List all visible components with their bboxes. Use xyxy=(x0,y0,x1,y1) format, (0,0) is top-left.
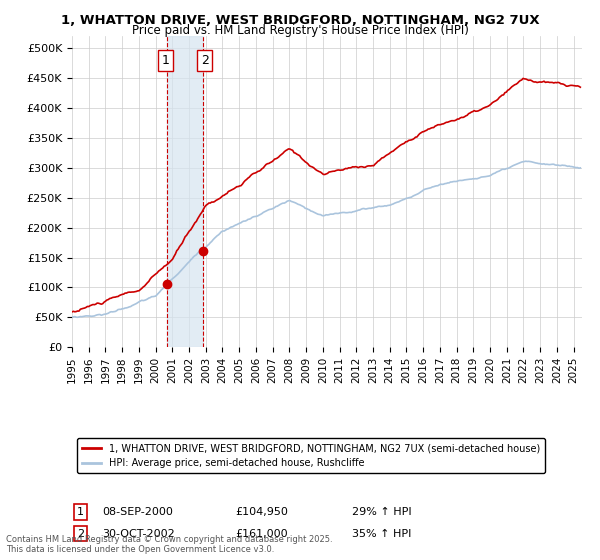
Text: 30-OCT-2002: 30-OCT-2002 xyxy=(103,529,175,539)
Text: Price paid vs. HM Land Registry's House Price Index (HPI): Price paid vs. HM Land Registry's House … xyxy=(131,24,469,36)
Text: 2: 2 xyxy=(77,529,84,539)
Text: 1, WHATTON DRIVE, WEST BRIDGFORD, NOTTINGHAM, NG2 7UX: 1, WHATTON DRIVE, WEST BRIDGFORD, NOTTIN… xyxy=(61,14,539,27)
Text: Contains HM Land Registry data © Crown copyright and database right 2025.
This d: Contains HM Land Registry data © Crown c… xyxy=(6,535,332,554)
Text: £104,950: £104,950 xyxy=(235,507,288,517)
Text: 1: 1 xyxy=(161,54,169,67)
Text: 29% ↑ HPI: 29% ↑ HPI xyxy=(353,507,412,517)
Text: 1: 1 xyxy=(77,507,84,517)
Text: £161,000: £161,000 xyxy=(235,529,288,539)
Text: 08-SEP-2000: 08-SEP-2000 xyxy=(103,507,173,517)
Text: 2: 2 xyxy=(200,54,209,67)
Text: 35% ↑ HPI: 35% ↑ HPI xyxy=(353,529,412,539)
Bar xyxy=(167,36,203,347)
Legend: 1, WHATTON DRIVE, WEST BRIDGFORD, NOTTINGHAM, NG2 7UX (semi-detached house), HPI: 1, WHATTON DRIVE, WEST BRIDGFORD, NOTTIN… xyxy=(77,438,545,473)
